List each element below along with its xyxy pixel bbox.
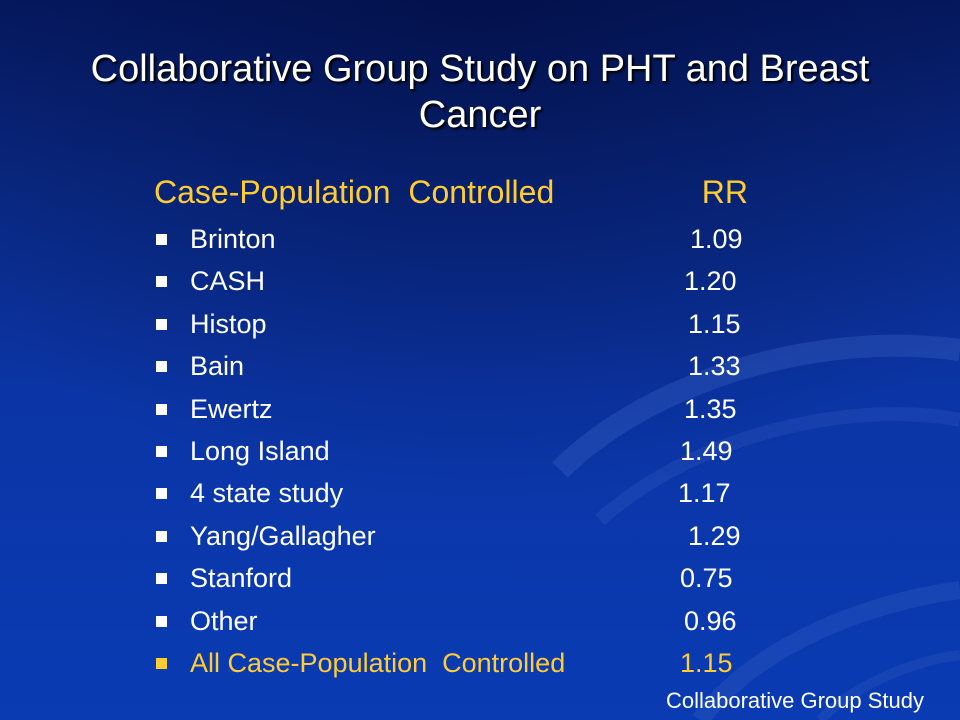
list-item: CASH 1.20 bbox=[154, 260, 754, 302]
study-name: Other bbox=[190, 605, 258, 636]
bullet-icon bbox=[156, 573, 167, 585]
list-item: Brinton 1.09 bbox=[154, 218, 754, 260]
study-name: 4 state study bbox=[190, 478, 344, 509]
header-label: Case-Population Controlled bbox=[154, 174, 555, 210]
study-name: Histop bbox=[190, 308, 267, 339]
list-item: Long Island 1.49 bbox=[154, 430, 754, 472]
study-rr: 1.33 bbox=[688, 351, 741, 382]
study-rr: 1.29 bbox=[688, 520, 741, 551]
list-item: Other 0.96 bbox=[154, 600, 754, 642]
summary-name: All Case-Population Controlled bbox=[190, 647, 566, 678]
summary-rr: 1.15 bbox=[680, 647, 733, 678]
bullet-icon bbox=[156, 234, 167, 245]
bullet-icon bbox=[156, 403, 167, 415]
bullet-icon bbox=[156, 445, 167, 457]
table-header: Case-Population Controlled RR bbox=[154, 170, 754, 214]
study-name: Brinton bbox=[190, 224, 276, 254]
list-item: Ewertz 1.35 bbox=[154, 388, 754, 430]
study-rr: 1.49 bbox=[680, 435, 733, 466]
study-name: Ewertz bbox=[190, 393, 273, 424]
study-rr: 1.17 bbox=[678, 478, 731, 509]
study-rr: 0.75 bbox=[680, 563, 733, 594]
list-item: Yang/Gallagher 1.29 bbox=[154, 515, 754, 557]
summary-item: All Case-Population Controlled 1.15 bbox=[154, 642, 754, 684]
source-footer: Collaborative Group Study bbox=[665, 688, 924, 713]
study-name: CASH bbox=[190, 266, 266, 297]
list-item: Stanford 0.75 bbox=[154, 557, 754, 599]
bullet-icon bbox=[156, 488, 167, 500]
study-name: Bain bbox=[190, 351, 245, 382]
study-rr: 0.96 bbox=[684, 605, 737, 636]
slide-title: Collaborative Group Study on PHT and Bre… bbox=[90, 48, 870, 136]
study-rr: 1.09 bbox=[690, 224, 743, 254]
bullet-icon bbox=[156, 276, 167, 288]
bullet-icon bbox=[156, 657, 167, 669]
header-rr: RR bbox=[701, 174, 748, 210]
study-rr: 1.20 bbox=[684, 266, 737, 297]
study-name: Yang/Gallagher bbox=[190, 520, 376, 551]
list-item: Histop 1.15 bbox=[154, 303, 754, 345]
bullet-icon bbox=[156, 615, 167, 627]
bullet-icon bbox=[156, 361, 167, 373]
bullet-icon bbox=[156, 530, 167, 542]
study-rr: 1.35 bbox=[684, 393, 737, 424]
list-item: 4 state study 1.17 bbox=[154, 472, 754, 514]
study-name: Stanford bbox=[190, 563, 293, 594]
study-list: Brinton 1.09 CASH 1.20 Histop 1.15 Bain … bbox=[154, 218, 754, 684]
list-item: Bain 1.33 bbox=[154, 345, 754, 387]
study-name: Long Island bbox=[190, 435, 330, 466]
bullet-icon bbox=[156, 318, 167, 330]
study-rr: 1.15 bbox=[688, 308, 741, 339]
